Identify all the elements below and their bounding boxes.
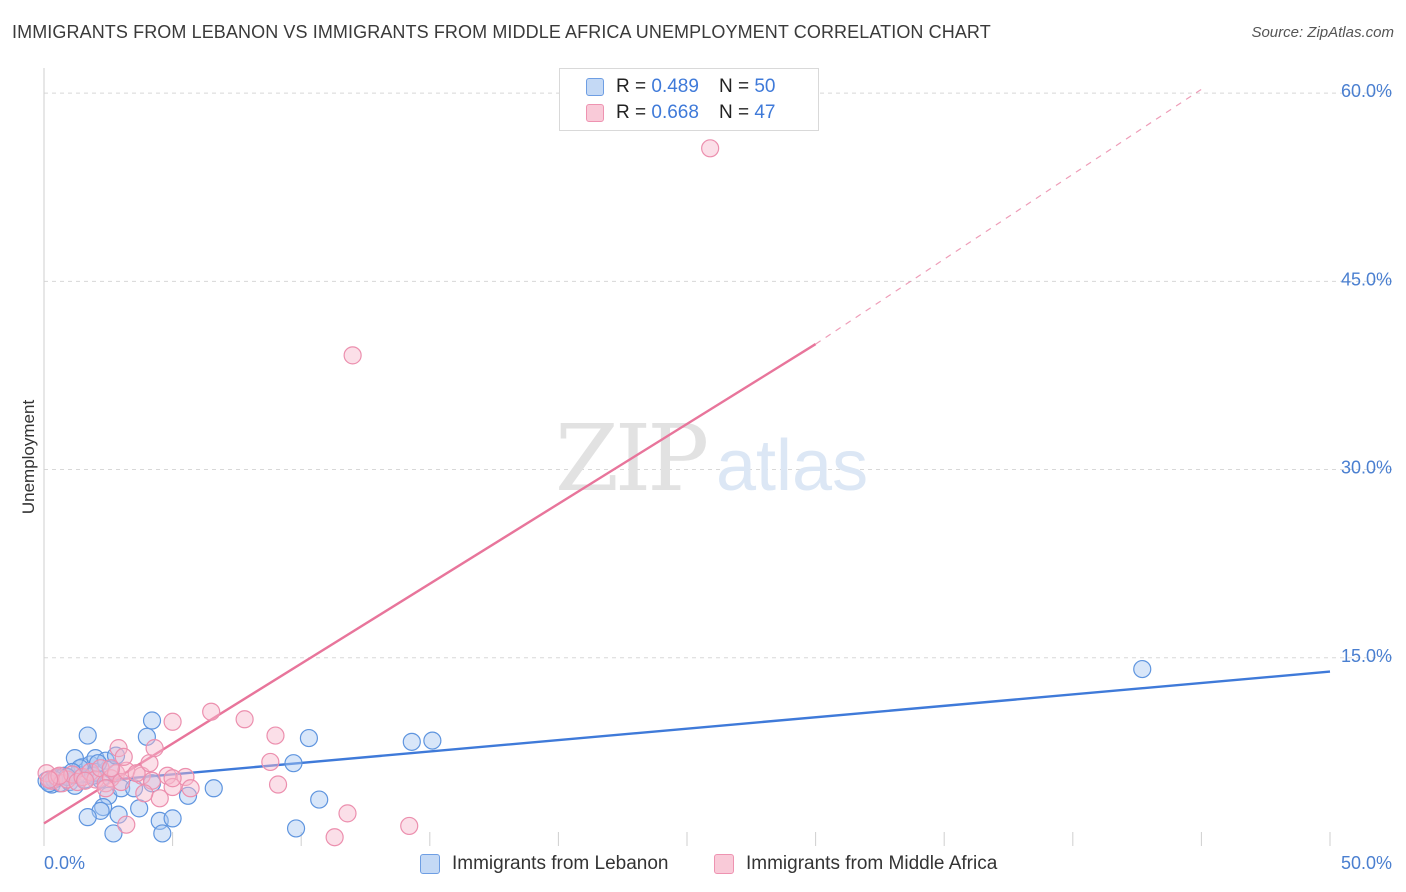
middle-africa-point xyxy=(163,712,182,731)
middle-africa-point xyxy=(181,779,200,798)
y-tick-label: 60.0% xyxy=(1341,81,1392,101)
n-label: N = xyxy=(718,102,750,123)
x-tick-label-end: 50.0% xyxy=(1341,853,1392,873)
lebanon-n-value: 50 xyxy=(754,76,776,97)
r-label: R = xyxy=(616,102,647,123)
y-tick-label: 15.0% xyxy=(1341,646,1392,666)
middle-africa-point xyxy=(117,815,136,834)
source-label: Source: ZipAtlas.com xyxy=(1251,24,1394,41)
lebanon-point xyxy=(78,726,97,745)
lebanon-trend-line xyxy=(43,670,1331,787)
lebanon-point xyxy=(78,808,97,827)
lebanon-point xyxy=(163,809,182,828)
middle-africa-point xyxy=(202,702,221,721)
lebanon-point xyxy=(402,732,421,751)
stats-legend-row-middle-africa: R = 0.668 N = 47 xyxy=(586,100,775,126)
middle-africa-point xyxy=(50,766,69,785)
lebanon-point xyxy=(423,731,442,750)
lebanon-point xyxy=(109,805,128,824)
middle-africa-point xyxy=(701,139,720,158)
middle-africa-legend-swatch xyxy=(714,854,734,874)
middle-africa-point xyxy=(101,769,120,788)
middle-africa-point xyxy=(140,754,159,773)
middle-africa-point xyxy=(76,771,95,790)
middle-africa-point xyxy=(135,784,154,803)
n-label: N = xyxy=(718,76,750,97)
middle-africa-trend-line xyxy=(43,343,817,825)
middle-africa-point xyxy=(101,759,120,778)
lebanon-point xyxy=(284,754,303,773)
trend-lines xyxy=(43,88,1331,825)
stats-legend: R = 0.489 N = 50 R = 0.668 N = 47 xyxy=(559,68,819,131)
lebanon-legend-label: Immigrants from Lebanon xyxy=(452,853,669,874)
middle-africa-point xyxy=(266,726,285,745)
middle-africa-trend-extension xyxy=(815,88,1202,345)
middle-africa-r-value: 0.668 xyxy=(651,102,699,123)
lebanon-point xyxy=(299,728,319,748)
data-points xyxy=(37,139,1152,847)
middle-africa-point xyxy=(112,772,131,792)
middle-africa-point xyxy=(235,710,254,729)
middle-africa-point xyxy=(114,747,133,767)
middle-africa-point xyxy=(68,772,87,792)
lebanon-point xyxy=(130,799,149,818)
middle-africa-point xyxy=(40,770,59,789)
lebanon-point xyxy=(153,824,172,843)
grid-lines xyxy=(44,92,1392,659)
r-label: R = xyxy=(616,76,647,97)
lebanon-point xyxy=(1133,659,1152,679)
middle-africa-point xyxy=(145,739,164,758)
lebanon-legend-swatch xyxy=(420,854,440,874)
watermark-atlas: atlas xyxy=(716,426,868,506)
lebanon-swatch xyxy=(586,78,604,96)
lebanon-r-value: 0.489 xyxy=(651,76,699,97)
lebanon-point xyxy=(104,824,123,843)
middle-africa-point xyxy=(96,779,115,798)
lebanon-point xyxy=(310,790,329,809)
legend-item-lebanon[interactable]: Immigrants from Lebanon xyxy=(420,851,669,877)
middle-africa-point xyxy=(268,775,288,794)
middle-africa-point xyxy=(261,752,280,772)
y-axis-label: Unemployment xyxy=(19,400,38,515)
x-tick-label-start: 0.0% xyxy=(44,853,85,873)
middle-africa-n-value: 47 xyxy=(754,102,776,123)
y-tick-labels: 15.0% 30.0% 45.0% 60.0% xyxy=(1341,81,1392,666)
x-tick-marks xyxy=(43,832,1331,846)
lebanon-point xyxy=(204,779,223,798)
lebanon-point xyxy=(286,819,306,838)
middle-africa-point xyxy=(400,816,419,836)
chart-title: IMMIGRANTS FROM LEBANON VS IMMIGRANTS FR… xyxy=(12,22,991,42)
legend-item-middle-africa[interactable]: Immigrants from Middle Africa xyxy=(714,851,997,877)
y-tick-label: 45.0% xyxy=(1341,269,1392,289)
middle-africa-legend-label: Immigrants from Middle Africa xyxy=(746,853,998,874)
middle-africa-point xyxy=(109,739,128,758)
middle-africa-point xyxy=(127,764,146,783)
middle-africa-point xyxy=(338,804,357,823)
lebanon-point xyxy=(142,711,162,730)
y-tick-label: 30.0% xyxy=(1341,458,1392,478)
middle-africa-point xyxy=(158,766,177,785)
middle-africa-point xyxy=(176,767,195,787)
middle-africa-point xyxy=(163,769,182,788)
middle-africa-swatch xyxy=(586,104,604,122)
stats-legend-row-lebanon: R = 0.489 N = 50 xyxy=(586,74,775,100)
middle-africa-point xyxy=(325,828,344,847)
middle-africa-point xyxy=(343,346,362,365)
